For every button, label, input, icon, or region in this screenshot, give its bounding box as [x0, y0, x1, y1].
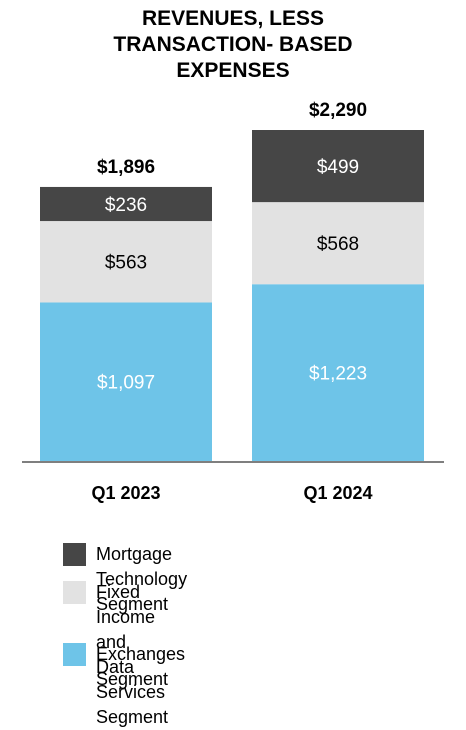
x-tick-label-q1-2023: Q1 2023 — [91, 483, 160, 503]
legend-swatch-mortgage-technology — [63, 543, 86, 566]
total-label-q1-2023: $1,896 — [97, 157, 155, 178]
data-label-mortgage-technology-segment-q1-2023: $236 — [105, 195, 147, 216]
x-tick-label-q1-2024: Q1 2024 — [303, 483, 372, 503]
data-label-mortgage-technology-segment-q1-2024: $499 — [317, 157, 359, 178]
chart-title-line-3: EXPENSES — [176, 59, 290, 82]
legend-item-mortgage-technology: Mortgage Technology Segment — [63, 543, 187, 617]
bar-segment-exchanges-segment-q1-2023 — [40, 302, 212, 461]
chart-title-line-1: REVENUES, LESS — [141, 7, 325, 30]
data-label-exchanges-segment-q1-2023: $1,097 — [97, 373, 155, 394]
legend-swatch-exchanges — [63, 643, 86, 666]
data-label-fixed-income-and-data-services-segment-q1-2023: $563 — [105, 253, 147, 274]
data-label-fixed-income-and-data-services-segment-q1-2024: $568 — [317, 234, 359, 255]
bar-segment-mortgage-technology-segment-q1-2024 — [252, 130, 424, 203]
legend-label-exchanges: Exchanges Segment — [96, 644, 186, 689]
bar-segment-exchanges-segment-q1-2024 — [252, 284, 424, 461]
data-label-exchanges-segment-q1-2024: $1,223 — [309, 364, 367, 385]
legend-label-mortgage-technology: Mortgage Technology Segment — [96, 544, 188, 614]
legend-item-exchanges: Exchanges Segment — [63, 643, 185, 692]
total-label-q1-2024: $2,290 — [309, 100, 367, 121]
bar-segment-mortgage-technology-segment-q1-2023 — [40, 186, 212, 222]
legend-swatch-fixed-income — [63, 581, 86, 604]
chart-title: REVENUES, LESS TRANSACTION- BASED EXPENS… — [0, 6, 466, 84]
stacked-bar-chart: $1,097 $563 $236 $1,896 Q1 2023 $1,223 $568 $49… — [22, 100, 444, 503]
bar-segment-fixed-income-and-data-services-segment-q1-2024 — [252, 202, 424, 285]
bar-segment-fixed-income-and-data-services-segment-q1-2023 — [40, 221, 212, 303]
chart-title-line-2: TRANSACTION- BASED — [113, 33, 353, 56]
